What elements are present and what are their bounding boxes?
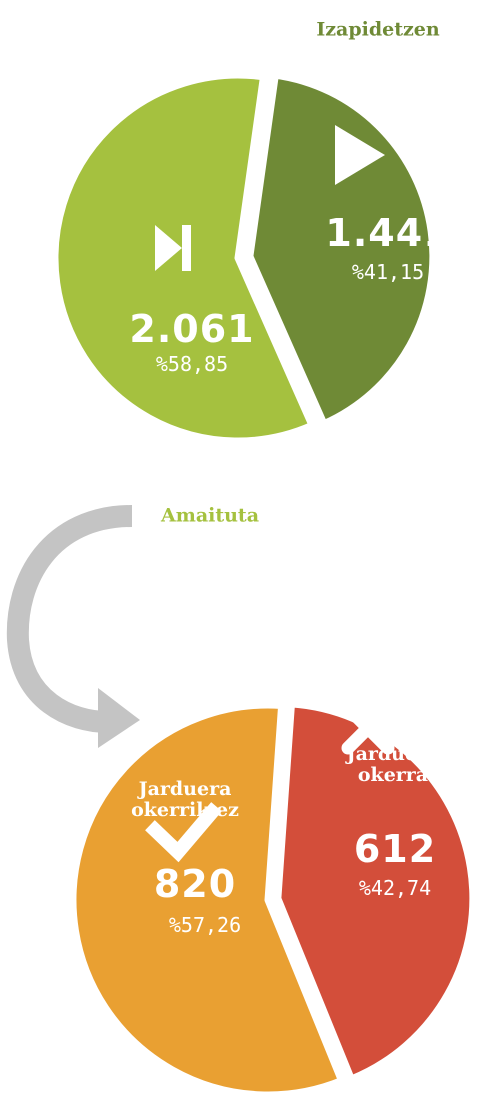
cross-icon xyxy=(341,701,395,755)
slice-name: Izapidetzen xyxy=(316,18,440,41)
pie-slice xyxy=(246,71,437,428)
percentage-label: %58,85 xyxy=(155,352,229,376)
pie-slice xyxy=(69,701,346,1099)
percentage-label: %42,74 xyxy=(358,876,432,900)
play-icon xyxy=(335,125,385,185)
slice-name: Jarduera okerra xyxy=(346,743,440,786)
value-label: 1.441 xyxy=(325,211,451,256)
finish-icon xyxy=(155,225,182,271)
value-label: 612 xyxy=(353,827,437,872)
value-label: 2.061 xyxy=(129,307,255,352)
flow-arrow xyxy=(6,505,133,733)
percentage-label: %57,26 xyxy=(168,913,242,937)
check-icon xyxy=(145,802,222,863)
icons xyxy=(145,125,395,863)
flow-arrowhead xyxy=(98,688,140,748)
value-label: 820 xyxy=(153,862,237,907)
finish-icon-bar xyxy=(182,225,191,271)
slices xyxy=(51,71,477,1099)
slice-name: Amaituta xyxy=(160,504,260,527)
slice-name: Jarduera okerrik ez xyxy=(131,778,239,821)
percentage-label: %41,15 xyxy=(351,260,425,284)
